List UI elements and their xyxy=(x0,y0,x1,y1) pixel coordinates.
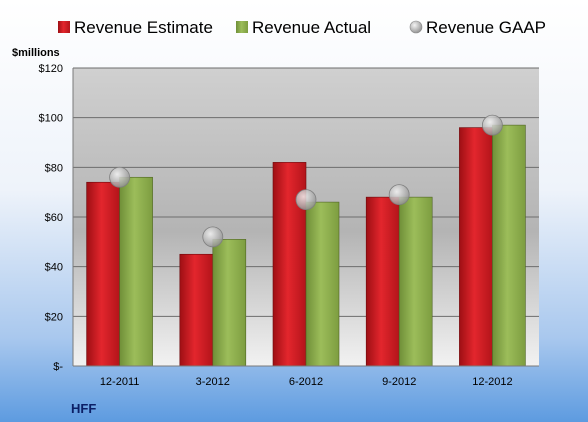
bar-revenue-estimate xyxy=(365,196,400,367)
marker-revenue-gaap xyxy=(388,184,410,206)
marker-revenue-gaap xyxy=(481,114,503,136)
y-axis-label: $millions xyxy=(12,47,60,59)
y-tick-label: $20 xyxy=(45,311,63,323)
x-tick-label: 12-2011 xyxy=(100,376,140,388)
y-tick-label: $60 xyxy=(45,212,63,224)
legend-label: Revenue GAAP xyxy=(426,18,546,37)
legend-swatch-revenue-actual xyxy=(236,21,248,33)
x-tick-label: 12-2012 xyxy=(472,376,512,388)
bar-revenue-actual xyxy=(398,196,433,367)
y-tick-label: $80 xyxy=(45,162,63,174)
marker-revenue-gaap xyxy=(109,166,130,188)
legend-label: Revenue Actual xyxy=(252,18,371,37)
y-tick-label: $40 xyxy=(45,262,63,274)
marker-revenue-gaap xyxy=(295,189,317,211)
y-tick-label: $100 xyxy=(39,113,63,125)
bar-revenue-actual xyxy=(119,176,153,367)
legend-label: Revenue Estimate xyxy=(74,18,213,37)
bar-revenue-estimate xyxy=(459,127,493,367)
bar-revenue-estimate xyxy=(86,181,120,367)
x-tick-label: 6-2012 xyxy=(289,376,323,388)
x-tick-label: 9-2012 xyxy=(382,376,416,388)
bar-revenue-estimate xyxy=(179,253,214,367)
x-tick-label: 3-2012 xyxy=(196,376,230,388)
y-tick-label: $120 xyxy=(39,63,63,75)
company-label: HFF xyxy=(71,401,96,416)
y-tick-label: $- xyxy=(53,361,63,373)
legend-swatch-revenue-gaap xyxy=(409,20,423,34)
bar-revenue-actual xyxy=(305,201,340,367)
bar-revenue-actual xyxy=(492,124,526,367)
bar-revenue-actual xyxy=(212,239,247,367)
legend-swatch-revenue-estimate xyxy=(58,21,70,33)
marker-revenue-gaap xyxy=(202,226,224,248)
